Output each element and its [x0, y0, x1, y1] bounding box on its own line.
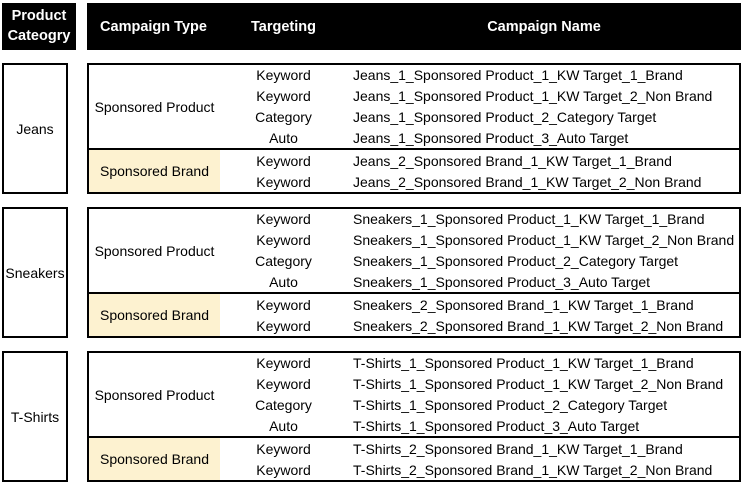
table-header-bar: Campaign Type Targeting Campaign Name	[87, 3, 741, 50]
targeting-cell: Keyword	[256, 211, 311, 228]
campaign-name-cell: Sneakers_2_Sponsored Brand_1_KW Target_1…	[353, 296, 694, 313]
group-jeans: Jeans Sponsored Product Keyword Jeans_1_…	[0, 63, 743, 194]
campaign-type-cell: Sponsored Product	[94, 386, 215, 403]
sponsored-brand-section: Sponsored Brand Keyword Jeans_2_Sponsore…	[89, 148, 739, 192]
category-label: Sneakers	[5, 264, 65, 281]
campaign-name-cell: Jeans_1_Sponsored Product_3_Auto Target	[353, 129, 629, 146]
targeting-cell: Keyword	[256, 173, 311, 190]
campaign-name-cell: Jeans_2_Sponsored Brand_1_KW Target_2_No…	[353, 173, 702, 190]
category-label: Jeans	[16, 120, 54, 137]
campaign-type-cell: Sponsored Product	[94, 242, 215, 259]
campaign-table: Sponsored Product Keyword T-Shirts_1_Spo…	[87, 351, 741, 482]
sponsored-brand-section: Sponsored Brand Keyword T-Shirts_2_Spons…	[89, 436, 739, 480]
campaign-name-cell: T-Shirts_2_Sponsored Brand_1_KW Target_1…	[353, 440, 683, 457]
header-targeting: Targeting	[251, 18, 316, 35]
targeting-cell: Auto	[269, 417, 298, 434]
targeting-cell: Keyword	[256, 88, 311, 105]
campaign-table: Sponsored Product Keyword Sneakers_1_Spo…	[87, 207, 741, 338]
sponsored-product-section: Sponsored Product Keyword Jeans_1_Sponso…	[89, 65, 739, 148]
targeting-cell: Keyword	[256, 461, 311, 478]
campaign-name-cell: T-Shirts_2_Sponsored Brand_1_KW Target_2…	[353, 461, 713, 478]
campaign-table: Sponsored Product Keyword Jeans_1_Sponso…	[87, 63, 741, 194]
campaign-name-cell: T-Shirts_1_Sponsored Product_1_KW Target…	[353, 376, 724, 393]
targeting-cell: Keyword	[256, 355, 311, 372]
category-box: Jeans	[2, 63, 68, 194]
product-category-header: Product Cateogry	[2, 3, 76, 50]
targeting-cell: Auto	[269, 273, 298, 290]
targeting-cell: Auto	[269, 129, 298, 146]
header-campaign-name: Campaign Name	[487, 18, 601, 35]
group-t-shirts: T-Shirts Sponsored Product Keyword T-Shi…	[0, 351, 743, 482]
campaign-name-cell: Jeans_1_Sponsored Product_2_Category Tar…	[353, 109, 657, 126]
campaign-name-cell: T-Shirts_1_Sponsored Product_3_Auto Targ…	[353, 417, 640, 434]
targeting-cell: Category	[255, 109, 312, 126]
campaign-type-cell: Sponsored Product	[94, 98, 215, 115]
campaign-name-cell: Sneakers_1_Sponsored Product_1_KW Target…	[353, 211, 705, 228]
campaign-name-cell: T-Shirts_1_Sponsored Product_2_Category …	[353, 397, 668, 414]
targeting-cell: Keyword	[256, 376, 311, 393]
targeting-cell: Keyword	[256, 67, 311, 84]
campaign-type-cell: Sponsored Brand	[89, 294, 220, 336]
targeting-cell: Category	[255, 397, 312, 414]
campaign-name-cell: Sneakers_1_Sponsored Product_2_Category …	[353, 253, 679, 270]
campaign-name-cell: Sneakers_1_Sponsored Product_1_KW Target…	[353, 232, 735, 249]
header-campaign-type: Campaign Type	[100, 18, 207, 35]
campaign-name-cell: Jeans_1_Sponsored Product_1_KW Target_1_…	[353, 67, 683, 84]
targeting-cell: Keyword	[256, 296, 311, 313]
category-label: T-Shirts	[10, 408, 60, 425]
campaign-name-cell: Sneakers_2_Sponsored Brand_1_KW Target_2…	[353, 317, 724, 334]
product-category-header-line1: Product	[11, 7, 67, 24]
targeting-cell: Keyword	[256, 152, 311, 169]
category-box: T-Shirts	[2, 351, 68, 482]
campaign-name-cell: Jeans_1_Sponsored Product_1_KW Target_2_…	[353, 88, 713, 105]
sponsored-product-section: Sponsored Product Keyword T-Shirts_1_Spo…	[89, 353, 739, 436]
sponsored-product-section: Sponsored Product Keyword Sneakers_1_Spo…	[89, 209, 739, 292]
sponsored-brand-section: Sponsored Brand Keyword Sneakers_2_Spons…	[89, 292, 739, 336]
group-sneakers: Sneakers Sponsored Product Keyword Sneak…	[0, 207, 743, 338]
targeting-cell: Category	[255, 253, 312, 270]
campaign-name-cell: Sneakers_1_Sponsored Product_3_Auto Targ…	[353, 273, 651, 290]
product-category-header-line2: Cateogry	[7, 27, 71, 44]
targeting-cell: Keyword	[256, 317, 311, 334]
campaign-name-cell: T-Shirts_1_Sponsored Product_1_KW Target…	[353, 355, 694, 372]
targeting-cell: Keyword	[256, 232, 311, 249]
targeting-cell: Keyword	[256, 440, 311, 457]
campaign-name-cell: Jeans_2_Sponsored Brand_1_KW Target_1_Br…	[353, 152, 672, 169]
category-box: Sneakers	[2, 207, 68, 338]
campaign-type-cell: Sponsored Brand	[89, 150, 220, 192]
campaign-type-cell: Sponsored Brand	[89, 438, 220, 480]
